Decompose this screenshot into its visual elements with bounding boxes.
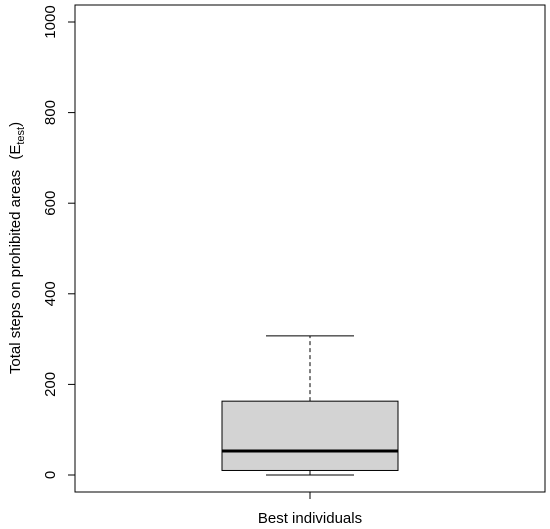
- y-axis-label-main: Total steps on prohibited areas: [7, 170, 24, 374]
- y-tick-label: 1000: [42, 5, 59, 38]
- y-axis: 0 200 400 600 800 1000: [42, 5, 76, 479]
- y-tick-label: 400: [42, 281, 59, 306]
- y-tick-label: 600: [42, 191, 59, 216]
- box-plot: [221, 335, 399, 476]
- interquartile-box: [221, 400, 399, 471]
- y-tick-label: 0: [42, 471, 59, 479]
- y-axis-label-symbol: E: [7, 145, 24, 155]
- y-axis-label: Total steps on prohibited areas (Etest): [7, 122, 27, 374]
- x-axis-label: Best individuals: [258, 510, 362, 527]
- y-tick-label: 800: [42, 100, 59, 125]
- y-axis-label-subscript: test: [15, 127, 27, 145]
- y-tick-label: 200: [42, 372, 59, 397]
